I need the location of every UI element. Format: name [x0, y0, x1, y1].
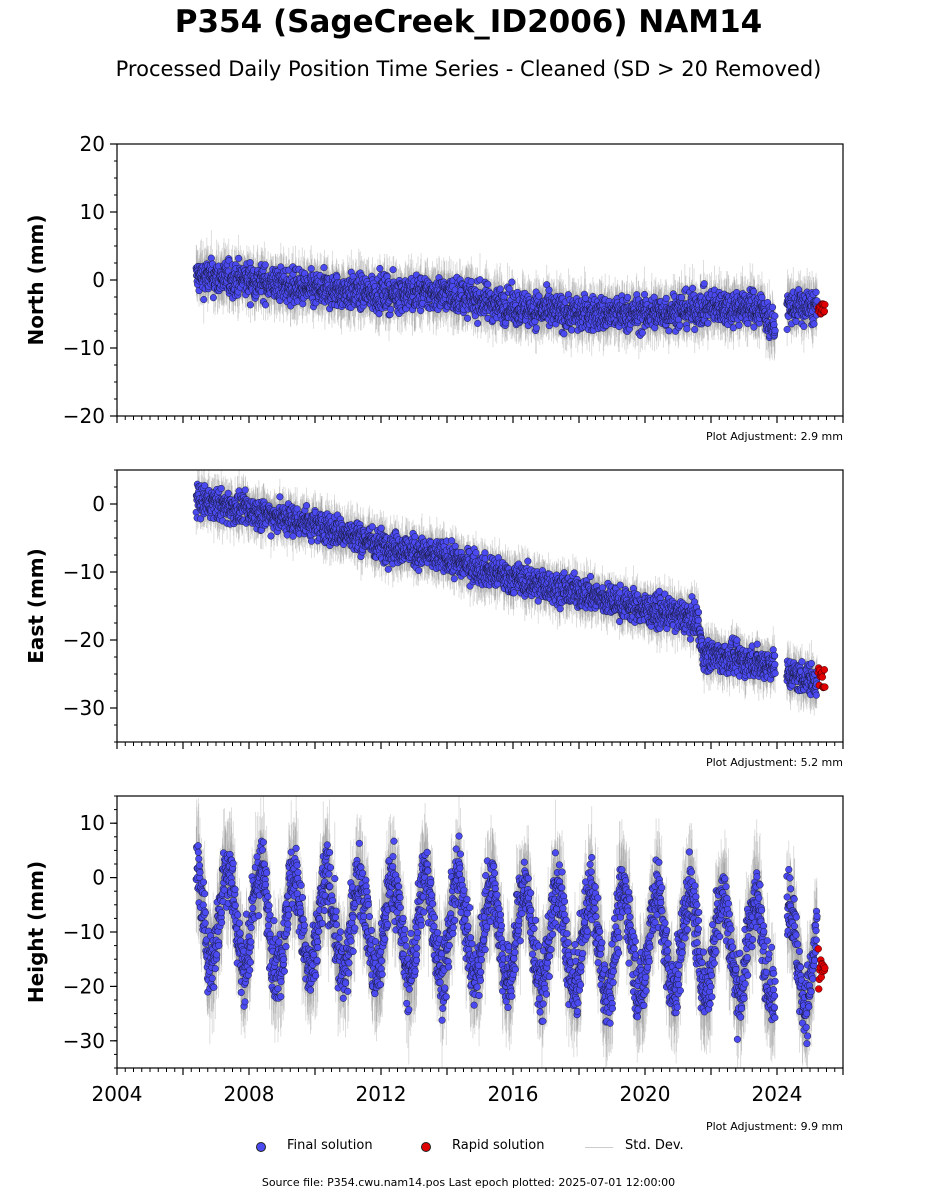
data-point	[320, 264, 328, 272]
data-point	[704, 319, 712, 327]
data-point	[545, 286, 553, 294]
data-point	[582, 294, 590, 302]
data-point	[463, 314, 472, 322]
data-point	[665, 327, 673, 335]
data-point	[387, 305, 395, 313]
data-point	[750, 287, 758, 296]
data-point	[299, 300, 307, 308]
data-point	[246, 259, 254, 267]
data-point	[467, 277, 475, 285]
data-point	[508, 278, 516, 286]
data-point	[535, 292, 543, 300]
data-point	[640, 290, 649, 298]
data-point	[638, 329, 646, 337]
final-solution-north	[192, 254, 821, 342]
data-point	[207, 254, 215, 262]
data-point	[691, 325, 699, 334]
data-point	[750, 323, 758, 331]
data-point	[560, 330, 568, 338]
data-point	[735, 321, 743, 329]
data-point	[758, 293, 766, 301]
data-point	[246, 301, 254, 309]
data-point	[235, 254, 243, 262]
data-point	[689, 284, 697, 292]
data-point	[209, 294, 217, 302]
data-point	[376, 264, 384, 273]
data-point	[683, 325, 691, 333]
data-point	[662, 294, 670, 302]
data-point	[496, 285, 504, 293]
data-point	[333, 273, 341, 281]
data-point	[200, 295, 208, 304]
data-point	[677, 293, 686, 302]
data-point	[700, 280, 708, 288]
data-point	[375, 310, 383, 318]
data-point	[474, 319, 482, 327]
data-point	[484, 280, 492, 288]
data-point	[676, 321, 684, 329]
data-point	[261, 261, 269, 269]
data-point	[389, 266, 397, 274]
data-point	[505, 285, 513, 293]
data-point	[624, 293, 632, 301]
data-point	[744, 320, 752, 328]
data-point	[261, 301, 270, 309]
data-point	[532, 324, 540, 332]
data-point	[568, 326, 576, 334]
data-point	[307, 265, 315, 273]
